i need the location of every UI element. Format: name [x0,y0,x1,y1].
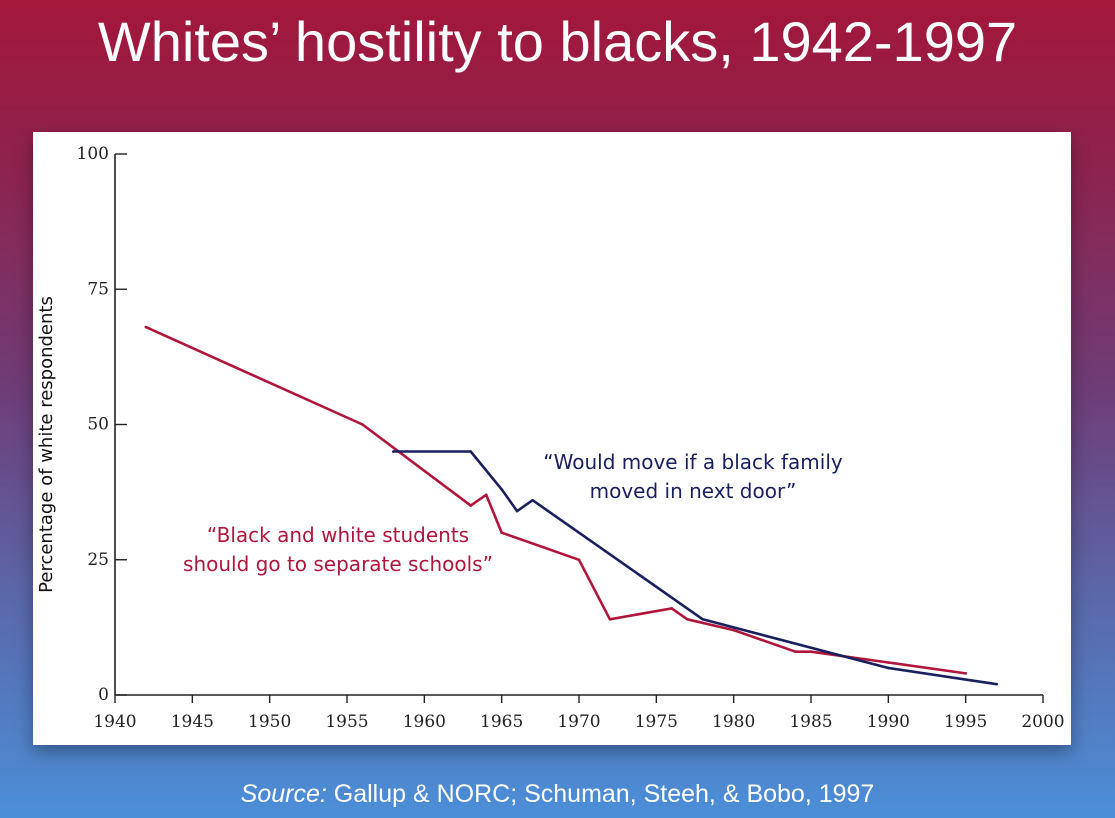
axes: 0 25 50 75 100 1940 1945 1950 1955 1960 1965 1970 19… [36,144,1065,732]
x-tick-label: 1990 [867,712,910,732]
line-chart: 0 25 50 75 100 1940 1945 1950 1955 1960 1965 1970 19… [36,144,1065,732]
chart-panel: 0 25 50 75 100 1940 1945 1950 1955 1960 1965 1970 19… [33,132,1071,745]
source-prefix: Source: [240,780,327,808]
source-citation: Source: Gallup & NORC; Schuman, Steeh, &… [0,778,1115,810]
data-point [531,498,534,502]
data-point [964,672,967,675]
data-point [484,493,488,497]
data-point [515,509,519,513]
x-tick-label: 1965 [480,712,523,732]
x-tick-label: 1960 [403,712,446,732]
data-point [500,488,503,491]
data-point [701,617,705,621]
y-axis-title: Percentage of white respondents [36,296,57,593]
y-tick-label: 25 [87,550,109,570]
x-tick-label: 2000 [1021,712,1064,732]
data-point [577,558,581,562]
data-point [469,504,473,507]
data-point [794,650,797,654]
data-point [392,450,395,453]
series-label-1-line-2: should go to separate schools” [183,552,493,576]
data-point [500,531,503,534]
x-tick-label: 1950 [248,712,291,732]
x-tick-label: 1955 [325,712,368,732]
series-line-1 [144,325,968,675]
y-tick-label: 75 [87,279,109,299]
series-lines [144,325,998,686]
series-label-1-line-1: “Black and white students [207,523,469,547]
series-annotations: “Black and white students should go to se… [183,450,843,576]
series-label-2-line-1: “Would move if a black family [543,450,843,474]
data-point [809,650,813,654]
x-tick-label: 1970 [557,712,600,732]
y-tick-label: 0 [98,685,109,705]
data-point [144,325,148,329]
x-tick-label: 1985 [789,712,832,732]
x-tick-label: 1980 [712,712,755,732]
data-point [670,607,674,610]
data-point [887,661,890,664]
x-tick-label: 1975 [635,712,678,732]
data-point [887,666,890,670]
y-tick-label: 50 [87,415,109,435]
data-point [995,682,998,686]
series-label-2-line-2: moved in next door” [590,479,797,503]
y-tick-label: 100 [77,144,109,164]
x-tick-label: 1995 [944,712,987,732]
slide-title: Whites’ hostility to blacks, 1942-1997 [97,10,1018,73]
data-point [469,450,473,453]
data-point [685,617,689,621]
data-point [361,423,364,426]
series-line-2 [392,450,998,686]
source-text: Gallup & NORC; Schuman, Steeh, & Bobo, 1… [326,780,875,808]
x-tick-label: 1945 [171,712,214,732]
x-tick-label: 1940 [93,712,136,732]
data-point [732,628,735,632]
data-point [608,617,612,621]
